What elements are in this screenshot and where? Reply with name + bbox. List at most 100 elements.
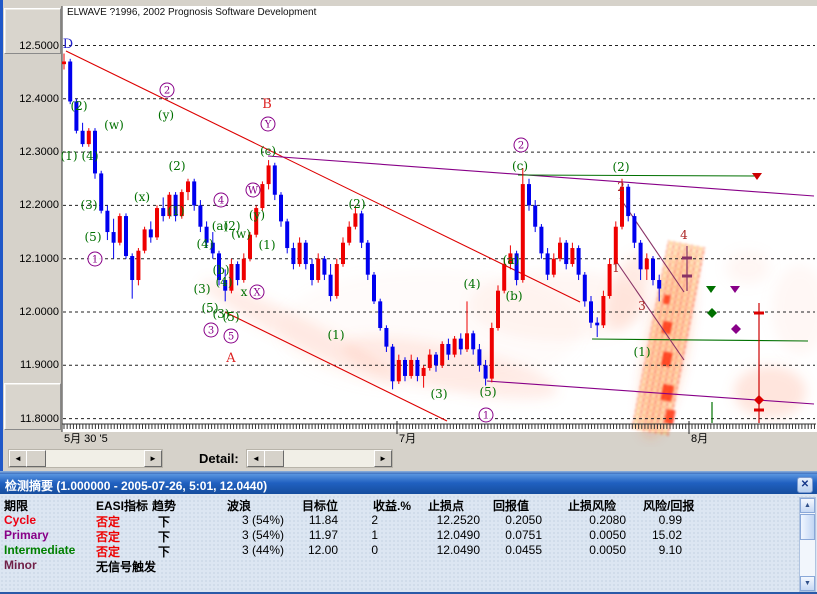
svg-text:(y): (y) xyxy=(249,208,265,222)
svg-text:(b): (b) xyxy=(212,263,229,277)
svg-text:1: 1 xyxy=(612,261,620,275)
price-axis-label: 12.0000 xyxy=(19,306,59,318)
table-cell: 否定 xyxy=(96,515,121,529)
svg-text:(3): (3) xyxy=(81,198,98,212)
candlestick-chart: D(2)(w)(y)2(1) (4)(3)(5)1(x)(2)(1)BY(c)W4… xyxy=(61,6,817,439)
svg-text:(2): (2) xyxy=(349,197,366,211)
svg-text:(4): (4) xyxy=(82,149,99,163)
price-axis-label: 12.2000 xyxy=(19,199,59,212)
chart-scroll-right-button[interactable]: ► xyxy=(144,450,162,467)
chart-scroll-left-button[interactable]: ◄ xyxy=(9,450,27,467)
price-axis-label: 11.9000 xyxy=(20,359,59,372)
close-icon[interactable]: ✕ xyxy=(797,477,813,493)
svg-text:(3): (3) xyxy=(213,307,230,321)
svg-text:(a): (a) xyxy=(212,219,229,233)
detail-scroll-thumb[interactable] xyxy=(264,450,284,467)
svg-text:(x): (x) xyxy=(134,190,150,204)
svg-text:(w): (w) xyxy=(231,227,251,241)
detection-summary-panel: 检测摘要 (1.000000 - 2005-07-26, 5:01, 12.04… xyxy=(0,471,817,594)
table-header-cell: 波浪 xyxy=(227,499,252,513)
table-cell: Primary xyxy=(4,528,49,542)
table-cell: 3 (44%) xyxy=(241,543,284,557)
svg-text:(y): (y) xyxy=(158,108,174,122)
svg-text:(3): (3) xyxy=(431,387,448,401)
chart-scrollbar[interactable]: ◄ ► xyxy=(8,449,163,468)
price-axis-label: 12.4000 xyxy=(19,92,59,105)
svg-text:2: 2 xyxy=(518,141,524,152)
table-cell: 11.97 xyxy=(308,528,338,542)
chart-canvas[interactable]: D (2) (w) (y) 2 (1) (4) (3) (5) 1 (x) (2) (1) B Y (c) W 4… xyxy=(0,0,817,447)
table-cell: 否定 xyxy=(96,545,121,559)
svg-text:3: 3 xyxy=(208,326,214,337)
panel-scroll-up-button[interactable]: ▲ xyxy=(800,498,815,513)
panel-title: 检测摘要 (1.000000 - 2005-07-26, 5:01, 12.04… xyxy=(5,479,268,493)
table-cell: Intermediate xyxy=(4,543,76,557)
chart-scroll-thumb[interactable] xyxy=(26,450,46,467)
panel-scroll-thumb[interactable] xyxy=(800,514,815,540)
svg-text:x: x xyxy=(241,285,248,299)
table-header-cell: 目标位 xyxy=(302,499,339,513)
svg-text:D: D xyxy=(63,37,73,52)
svg-text:(c): (c) xyxy=(260,144,276,158)
svg-text:(2): (2) xyxy=(71,99,88,113)
table-cell: 0.0050 xyxy=(589,543,626,557)
svg-text:(4): (4) xyxy=(216,275,233,289)
panel-scroll-down-button[interactable]: ▼ xyxy=(800,576,815,591)
detail-scrollbar[interactable]: ◄ ► xyxy=(246,449,393,468)
svg-text:(2): (2) xyxy=(224,219,241,233)
table-cell: 0.2050 xyxy=(505,513,542,527)
price-axis-scroll-box-top[interactable] xyxy=(4,8,61,54)
svg-text:2: 2 xyxy=(164,86,170,97)
svg-text:(5): (5) xyxy=(223,310,240,324)
svg-text:(c): (c) xyxy=(512,159,528,173)
svg-text:(a): (a) xyxy=(503,253,520,267)
table-cell: 0 xyxy=(371,543,378,557)
table-cell: 0.0050 xyxy=(589,528,626,542)
svg-text:(1): (1) xyxy=(259,238,276,252)
svg-text:(2): (2) xyxy=(169,159,186,173)
detail-label: Detail: xyxy=(199,451,239,466)
table-cell: 12.0490 xyxy=(436,543,480,557)
attribution-text: ELWAVE ?1996, 2002 Prognosis Software De… xyxy=(67,7,317,18)
table-header-cell: 止损点 xyxy=(428,499,465,513)
svg-text:5: 5 xyxy=(228,332,234,343)
table-cell: 12.00 xyxy=(307,543,338,557)
price-axis-label: 12.3000 xyxy=(19,146,59,159)
table-cell: 2 xyxy=(371,513,378,527)
svg-text:(5): (5) xyxy=(85,230,102,244)
time-axis-label: 5月 30 '5 xyxy=(64,433,108,445)
table-cell: Minor xyxy=(4,558,37,572)
price-axis: 12.5000 12.4000 12.3000 12.2000 12.1000 12.00… xyxy=(3,6,62,447)
svg-text:W: W xyxy=(248,186,259,197)
table-cell: 12.2520 xyxy=(436,513,480,527)
time-axis-label: 7月 xyxy=(399,433,417,445)
table-cell: 15.02 xyxy=(651,528,682,542)
panel-top-edge xyxy=(0,471,817,474)
svg-text:4: 4 xyxy=(680,228,688,242)
table-header-cell: 止损风险 xyxy=(568,499,617,513)
svg-text:B: B xyxy=(262,97,272,112)
table-header-cell: 风险/回报 xyxy=(643,499,695,513)
svg-text:Y: Y xyxy=(264,120,272,131)
svg-text:X: X xyxy=(253,288,261,299)
price-axis-label: 12.1000 xyxy=(19,252,59,265)
price-axis-label: 12.5000 xyxy=(19,39,59,52)
table-header-cell: 期限 xyxy=(4,499,29,513)
svg-text:(4): (4) xyxy=(464,277,481,291)
svg-text:(1): (1) xyxy=(328,328,345,342)
price-axis-label: 11.8000 xyxy=(20,412,59,425)
table-header-cell: EASI指标 xyxy=(96,499,149,513)
detail-scroll-left-button[interactable]: ◄ xyxy=(247,450,265,467)
svg-text:3: 3 xyxy=(638,299,646,313)
detail-scroll-right-button[interactable]: ► xyxy=(374,450,392,467)
table-cell: 下 xyxy=(158,530,171,544)
svg-text:(5): (5) xyxy=(202,301,219,315)
table-cell: 无信号触发 xyxy=(96,560,157,574)
table-header-cell: 收益.% xyxy=(373,499,412,513)
svg-text:(3): (3) xyxy=(194,282,211,296)
price-axis-scroll-box-bottom[interactable] xyxy=(4,383,61,430)
svg-text:(4): (4) xyxy=(197,237,214,251)
panel-scrollbar[interactable]: ▲ ▼ xyxy=(799,497,816,592)
panel-titlebar: 检测摘要 (1.000000 - 2005-07-26, 5:01, 12.04… xyxy=(0,474,817,494)
